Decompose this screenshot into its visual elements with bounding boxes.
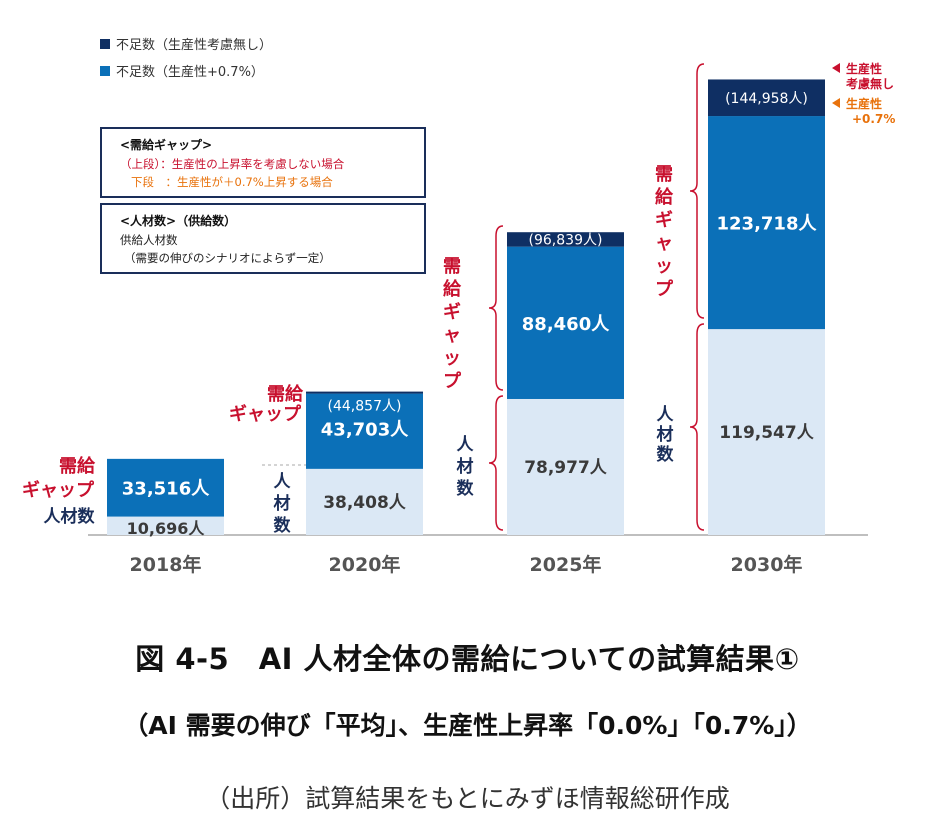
x-tick-0: 2018年 <box>130 553 202 576</box>
legend-swatch-upper <box>100 39 110 49</box>
annot-gap-2025-char: ッ <box>443 348 461 369</box>
bar-supply-2 <box>507 398 624 535</box>
note-box-gap <box>100 127 426 198</box>
brace-gap-2025 <box>488 225 504 391</box>
annot-gap-2030-char: プ <box>655 278 674 300</box>
annot-gap-2030-char: ギ <box>655 210 673 231</box>
brace-supply-2030 <box>689 323 705 531</box>
label-supply-1: 38,408人 <box>323 493 407 513</box>
annot-gap-2025-char: プ <box>443 370 462 392</box>
note-gap-line1: （上段）：生産性の上昇率を考慮しない場合 <box>120 157 345 171</box>
note-supply-title: <人材数>（供給数） <box>120 213 236 228</box>
annot-supply-2025: 人材数 <box>457 435 475 499</box>
arrow-lower-label-2: +0.7% <box>852 112 895 126</box>
label-gap-1: 43,703人 <box>321 420 409 441</box>
brace-supply-2025 <box>488 395 504 531</box>
label-supply-3: 119,547人 <box>719 423 814 443</box>
label-gap-extra-3: (144,958人) <box>725 91 808 107</box>
annot-gap-2020-a: 需給 <box>267 383 304 405</box>
annot-gap-2025-char: ギ <box>443 302 461 323</box>
bar-supply-0 <box>107 516 224 535</box>
brace-gap-2030 <box>689 63 705 319</box>
arrow-upper-label-2: 考慮無し <box>846 76 894 91</box>
note-supply-line1: 供給人材数 <box>120 233 178 247</box>
annot-supply-2020-char: 数 <box>274 515 292 536</box>
label-gap-0: 33,516人 <box>122 479 210 500</box>
arrow-upper-label-1: 生産性 <box>846 61 882 76</box>
bar-gap-2 <box>507 246 624 399</box>
annot-supply-2030: 人材数 <box>657 405 675 465</box>
annot-gap-2025-char: ャ <box>443 325 461 346</box>
bar-supply-3 <box>708 329 825 535</box>
annot-supply-2020-char: 人 <box>274 472 292 492</box>
x-tick-2: 2025年 <box>530 553 602 576</box>
legend-label-lower: 不足数（生産性+0.7%） <box>116 64 264 80</box>
x-tick-1: 2020年 <box>329 553 401 576</box>
label-supply-0: 10,696人 <box>127 519 206 538</box>
bar-gap-3 <box>708 116 825 330</box>
bar-gap-extra-3 <box>708 79 825 117</box>
note-gap-title: <需給ギャップ> <box>120 137 212 152</box>
annot-gap-2018-b: ギャップ <box>22 479 95 501</box>
arrow-upper <box>832 63 840 73</box>
arrow-lower-label-1: 生産性 <box>846 96 882 111</box>
annot-gap-2030-char: ッ <box>655 256 673 277</box>
bar-gap-0 <box>107 458 224 517</box>
annot-supply-2025-char: 材 <box>457 456 474 477</box>
annot-supply-2025-char: 人 <box>457 435 475 455</box>
annot-supply-2030-char: 数 <box>657 444 675 465</box>
annot-supply-2025-char: 数 <box>457 478 475 499</box>
annot-supply-2030-char: 人 <box>657 405 675 425</box>
annot-supply-2020-char: 材 <box>274 493 291 514</box>
x-tick-3: 2030年 <box>731 553 803 576</box>
annot-gap-2018-a: 需給 <box>59 455 96 477</box>
annot-gap-2030-char: 給 <box>655 186 674 208</box>
label-supply-2: 78,977人 <box>524 458 608 478</box>
label-gap-2: 88,460人 <box>522 314 610 335</box>
figure-source: （出所）試算結果をもとにみずほ情報総研作成 <box>205 784 730 813</box>
annot-supply-2020: 人材数 <box>274 472 292 536</box>
annot-supply-2018: 人材数 <box>44 506 96 527</box>
chart: 不足数（生産性考慮無し） 不足数（生産性+0.7%） <需給ギャップ> （上段）… <box>22 37 895 576</box>
annot-gap-2030: 需給ギャップ <box>655 164 674 300</box>
annot-gap-2025-char: 需 <box>443 256 461 277</box>
legend-swatch-lower <box>100 66 110 76</box>
label-gap-extra-2: (96,839人) <box>529 232 603 248</box>
label-gap-3: 123,718人 <box>717 214 818 235</box>
annot-gap-2020-b: ギャップ <box>229 403 302 425</box>
figure-title: 図 4-5 AI 人材全体の需給についての試算結果① <box>135 642 800 676</box>
annot-gap-2025-char: 給 <box>443 278 462 300</box>
legend-label-upper: 不足数（生産性考慮無し） <box>116 37 272 53</box>
arrow-lower <box>832 98 840 108</box>
label-gap-extra-1: (44,857人) <box>328 399 402 415</box>
bar-gap-extra-2 <box>507 232 624 247</box>
note-supply-line2: （需要の伸びのシナリオによらず一定） <box>124 251 331 265</box>
figure-subtitle: （AI 需要の伸び「平均」、生産性上昇率「0.0%」「0.7%」） <box>123 711 812 740</box>
annot-gap-2030-char: 需 <box>655 164 673 185</box>
annot-gap-2030-char: ャ <box>655 233 673 254</box>
annot-supply-2030-char: 材 <box>657 424 674 445</box>
note-box-supply <box>100 203 426 274</box>
bar-gap-extra-1 <box>306 391 423 394</box>
annot-gap-2025: 需給ギャップ <box>443 256 462 392</box>
note-gap-line2: 下段 ：生産性が＋0.7%上昇する場合 <box>131 175 333 189</box>
bar-supply-1 <box>306 468 423 535</box>
bar-gap-1 <box>306 393 423 469</box>
